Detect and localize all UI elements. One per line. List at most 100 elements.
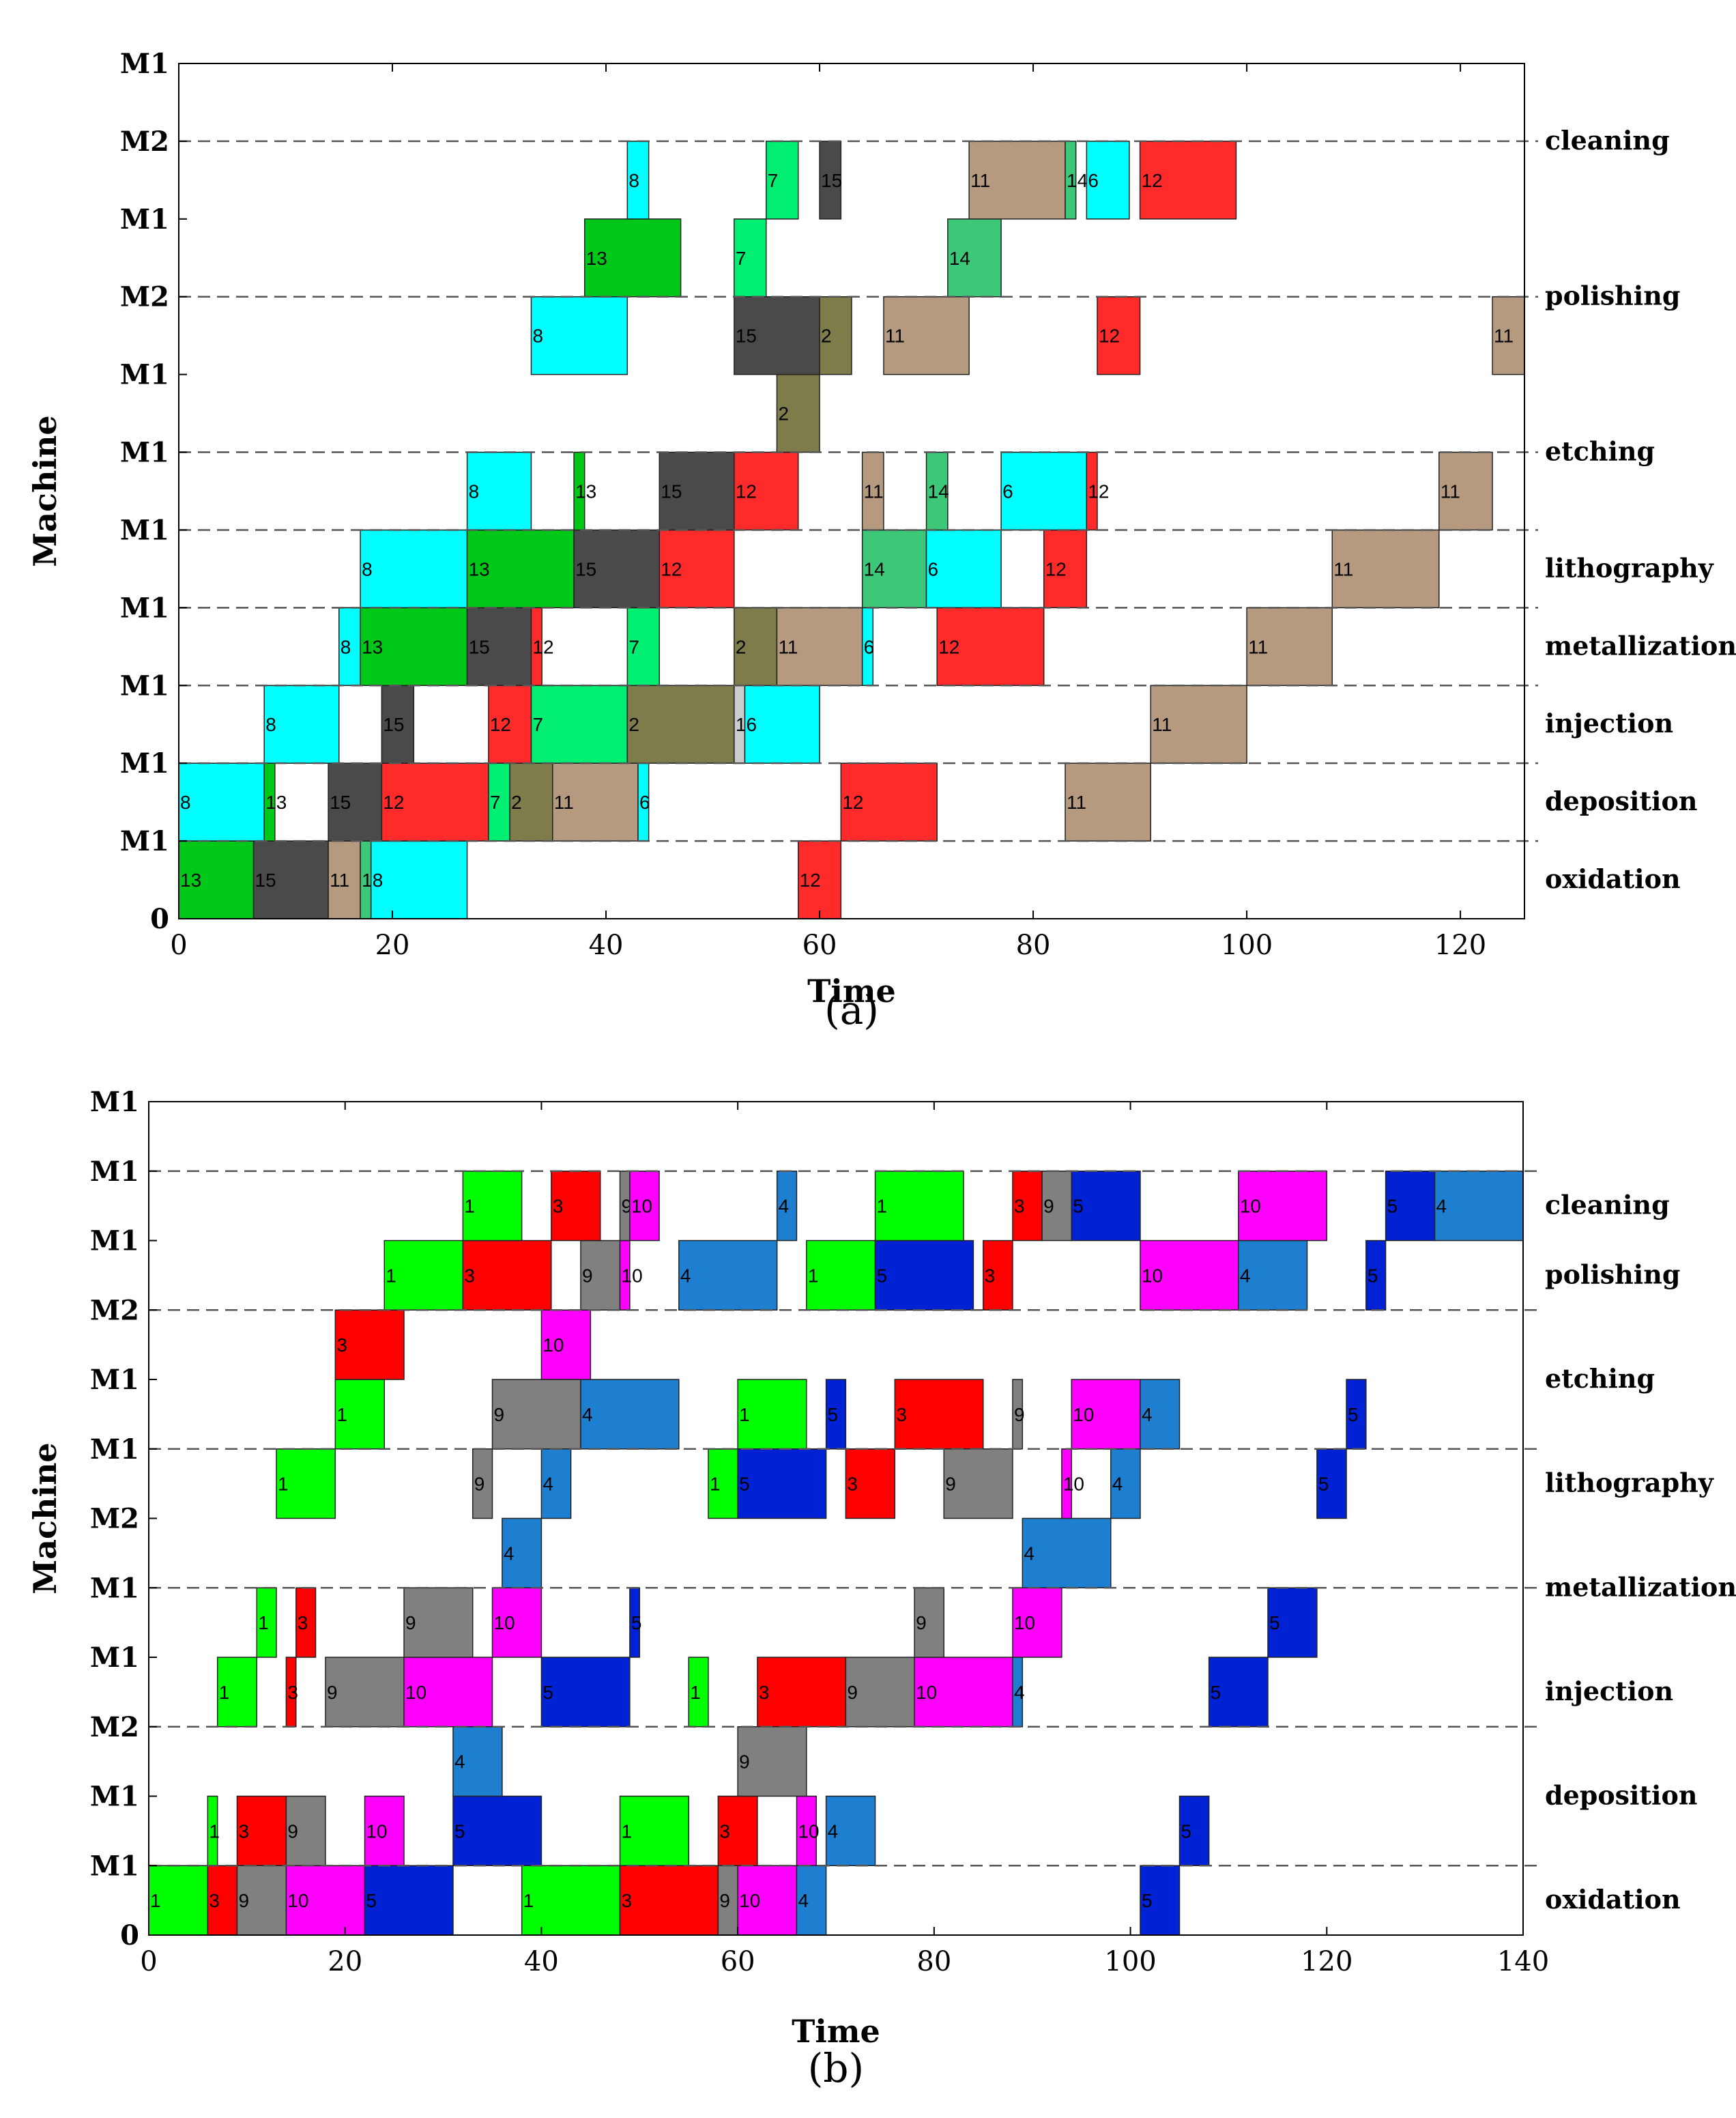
operation-job-label: 4 [542,1474,553,1495]
operation-bar-job-3 [1012,1171,1043,1242]
y-tick-label-machine: M1 [90,1642,139,1674]
operation-bar-job-12 [840,762,938,842]
operation-job-label: 2 [821,326,832,347]
operation-bar-job-5 [364,1865,454,1936]
y-tick-label-machine: M1 [90,1225,139,1257]
operation-bar-job-10 [403,1657,493,1728]
operation-bar-job-12 [381,762,489,842]
operation-bar-job-10 [491,1587,542,1658]
operation-bar-job-9 [403,1587,474,1658]
operation-bar-job-8 [178,762,265,842]
operation-bar-job-10 [914,1657,1013,1728]
operation-job-label: 11 [1494,326,1514,347]
operation-bar-job-4 [580,1379,680,1450]
x-tick-label: 100 [1221,930,1273,961]
operation-bar-job-7 [766,141,799,220]
operation-bar-job-3 [551,1171,601,1242]
operation-bar-job-8 [466,451,532,531]
x-axis-title: Time [792,2013,880,2050]
operation-job-label: 5 [1181,1820,1192,1842]
operation-job-label: 15 [821,170,842,191]
operation-job-label: 11 [1441,481,1460,502]
operation-job-label: 8 [265,714,276,735]
operation-job-label: 6 [864,636,875,657]
operation-bar-job-4 [796,1865,827,1936]
operation-bar-job-11 [552,762,639,842]
x-tick-label: 0 [170,930,187,961]
operation-bar-job-5 [1385,1171,1436,1242]
operation-job-label: 7 [532,714,543,735]
operation-bar-job-3 [894,1379,984,1450]
operation-job-label: 14 [949,248,970,269]
operation-bar-job-7 [734,218,767,298]
operation-bar-job-11 [776,607,863,687]
operation-job-label: 5 [1269,1612,1280,1633]
operation-bar-job-2 [626,685,735,764]
operation-bar-job-12 [1086,451,1098,531]
y-tick-label-machine: M2 [90,1294,139,1326]
operation-bar-job-5 [1316,1448,1347,1519]
operation-job-label: 5 [1368,1265,1378,1286]
operation-bar-job-9 [914,1587,944,1658]
operation-bar-job-10 [1238,1171,1328,1242]
operation-job-label: 11 [1152,714,1172,735]
operation-bar-job-1 [688,1657,709,1728]
operation-bar-job-15 [466,607,532,687]
operation-bar-job-10 [1140,1240,1239,1311]
operation-job-label: 11 [778,636,798,657]
operation-job-label: 9 [739,1751,750,1773]
operation-job-label: 10 [739,1890,760,1911]
operation-bar-job-1 [619,1795,689,1866]
operation-bar-job-5 [452,1795,542,1866]
y-tick-label-machine: M2 [90,1503,139,1535]
y-tick-label-machine: M1 [120,514,169,546]
operation-bar-job-5 [825,1379,847,1450]
operation-job-label: 12 [383,792,404,813]
y-tick-label-machine: M1 [120,203,169,235]
operation-job-label: 7 [736,248,747,269]
y-tick-label-machine: M1 [90,1156,139,1188]
operation-job-label: 3 [336,1334,347,1356]
y-tick-label-machine: M1 [90,1364,139,1396]
y-axis-title: Machine [27,1442,63,1594]
x-tick-label: 40 [589,930,624,961]
operation-bar-job-3 [295,1587,317,1658]
operation-job-label: 4 [1024,1543,1035,1564]
operation-job-label: 12 [1045,558,1067,579]
y-tick-label-machine: M1 [90,1572,139,1604]
operation-bar-job-1 [148,1865,209,1936]
operation-job-label: 13 [575,481,596,502]
operation-job-label: 15 [330,792,351,813]
operation-job-label: 10 [287,1890,308,1911]
operation-job-label: 12 [1099,326,1120,347]
stage-label-etching: etching [1545,436,1655,467]
operation-bar-job-10 [629,1171,660,1242]
operation-job-label: 3 [1014,1196,1025,1217]
operation-bar-job-11 [861,451,884,531]
operation-job-label: 10 [366,1820,387,1842]
operation-job-label: 5 [1073,1196,1084,1217]
operation-job-label: 1 [739,1404,750,1425]
y-tick-label-machine: M2 [90,1711,139,1743]
operation-bar-job-5 [1140,1865,1181,1936]
x-tick-label: 20 [375,930,410,961]
gantt-panel-a: 1315111481281315127211612118151272166116… [27,48,1736,1033]
operation-job-label: 12 [1142,170,1163,191]
operation-bar-job-3 [845,1448,896,1519]
stage-label-cleaning: cleaning [1545,125,1670,156]
operation-job-label: 4 [1112,1474,1123,1495]
operation-job-label: 13 [362,636,383,657]
operation-job-label: 10 [631,1196,652,1217]
operation-job-label: 3 [759,1682,770,1703]
x-tick-label: 100 [1104,1946,1156,1977]
operation-bar-job-13 [583,218,682,298]
operation-bar-job-4 [1238,1240,1308,1311]
y-tick-label-machine: M1 [120,359,169,391]
operation-bar-job-14 [1065,141,1077,220]
operation-job-label: 3 [238,1820,249,1842]
operation-job-label: 8 [469,481,480,502]
x-tick-label: 60 [721,1946,755,1977]
operation-bar-job-4 [678,1240,778,1311]
operation-job-label: 9 [582,1265,593,1286]
